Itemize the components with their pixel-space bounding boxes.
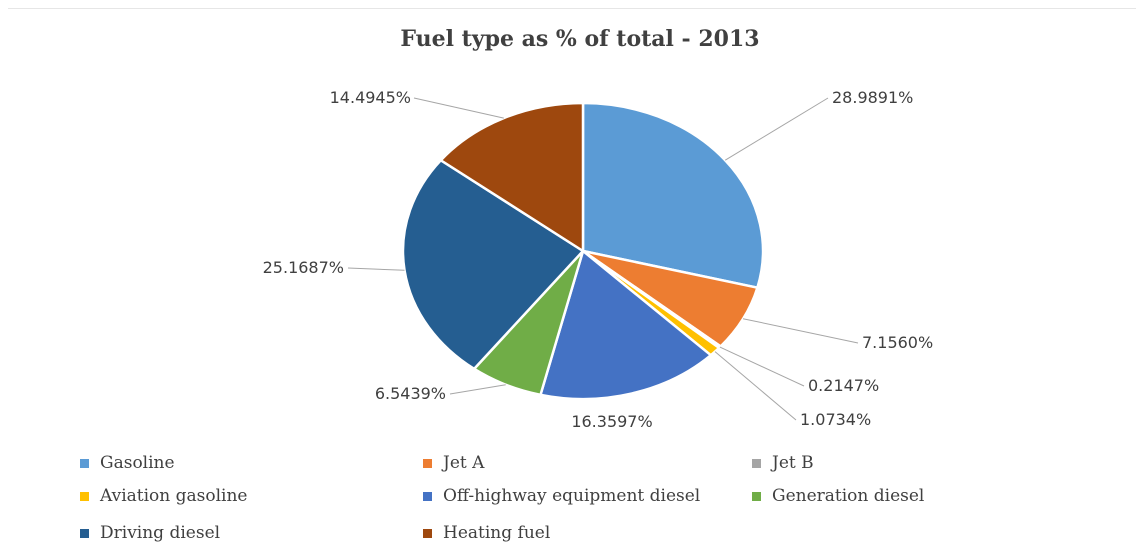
legend-label: Gasoline xyxy=(100,453,175,473)
legend-swatch xyxy=(423,458,432,468)
legend-item-gasoline: Gasoline xyxy=(80,453,175,473)
pie-slice-off-highway-equipment-diesel xyxy=(538,248,713,401)
legend-swatch xyxy=(752,458,761,468)
leader-line xyxy=(714,351,797,421)
data-label: 7.1560% xyxy=(862,333,933,352)
leader-line xyxy=(347,267,405,271)
leader-line xyxy=(449,384,506,395)
legend-label: Driving diesel xyxy=(100,523,221,543)
chart-frame xyxy=(8,8,1136,549)
leader-line xyxy=(742,318,859,344)
data-label: 1.0734% xyxy=(800,410,871,429)
legend-label: Aviation gasoline xyxy=(100,486,248,506)
pie-slice-driving-diesel xyxy=(401,158,585,371)
legend-item-jet-a: Jet A xyxy=(423,453,484,473)
legend-swatch xyxy=(752,491,761,501)
leader-line xyxy=(724,97,829,161)
chart-title: Fuel type as % of total - 2013 xyxy=(400,26,760,52)
legend-label: Heating fuel xyxy=(443,523,551,543)
legend-label: Jet A xyxy=(443,453,485,473)
legend-item-generation-diesel: Generation diesel xyxy=(752,486,924,506)
legend-item-aviation-gasoline: Aviation gasoline xyxy=(80,486,247,506)
leader-line xyxy=(413,97,504,119)
legend-swatch xyxy=(80,458,89,468)
leader-line xyxy=(719,346,805,387)
data-label: 14.4945% xyxy=(330,88,411,107)
data-label: 16.3597% xyxy=(571,412,652,431)
legend-swatch xyxy=(80,528,89,538)
legend-swatch xyxy=(423,491,432,501)
data-label: 25.1687% xyxy=(263,258,344,277)
legend-label: Generation diesel xyxy=(772,486,925,506)
legend-swatch xyxy=(80,491,89,501)
pie-slice-gasoline xyxy=(581,101,765,290)
legend-label: Off-highway equipment diesel xyxy=(443,486,701,506)
legend-item-driving-diesel: Driving diesel xyxy=(80,523,220,543)
pie-slice-heating-fuel xyxy=(438,101,585,254)
legend-item-jet-b: Jet B xyxy=(752,453,814,473)
data-label: 6.5439% xyxy=(375,384,446,403)
legend-item-heating-fuel: Heating fuel xyxy=(423,523,550,543)
data-label: 0.2147% xyxy=(808,376,879,395)
legend-swatch xyxy=(423,528,432,538)
legend-label: Jet B xyxy=(772,453,814,473)
legend-item-off-highway-equipment-diesel: Off-highway equipment diesel xyxy=(423,486,700,506)
data-label: 28.9891% xyxy=(832,88,913,107)
